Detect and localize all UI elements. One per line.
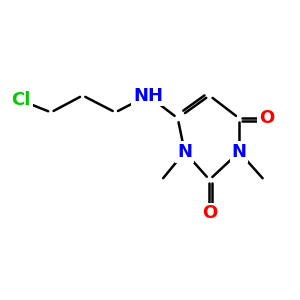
Text: O: O [259,109,274,127]
Text: N: N [232,143,247,161]
Text: O: O [202,204,217,222]
Text: NH: NH [133,86,163,104]
Text: N: N [177,143,192,161]
Text: Cl: Cl [11,92,31,110]
